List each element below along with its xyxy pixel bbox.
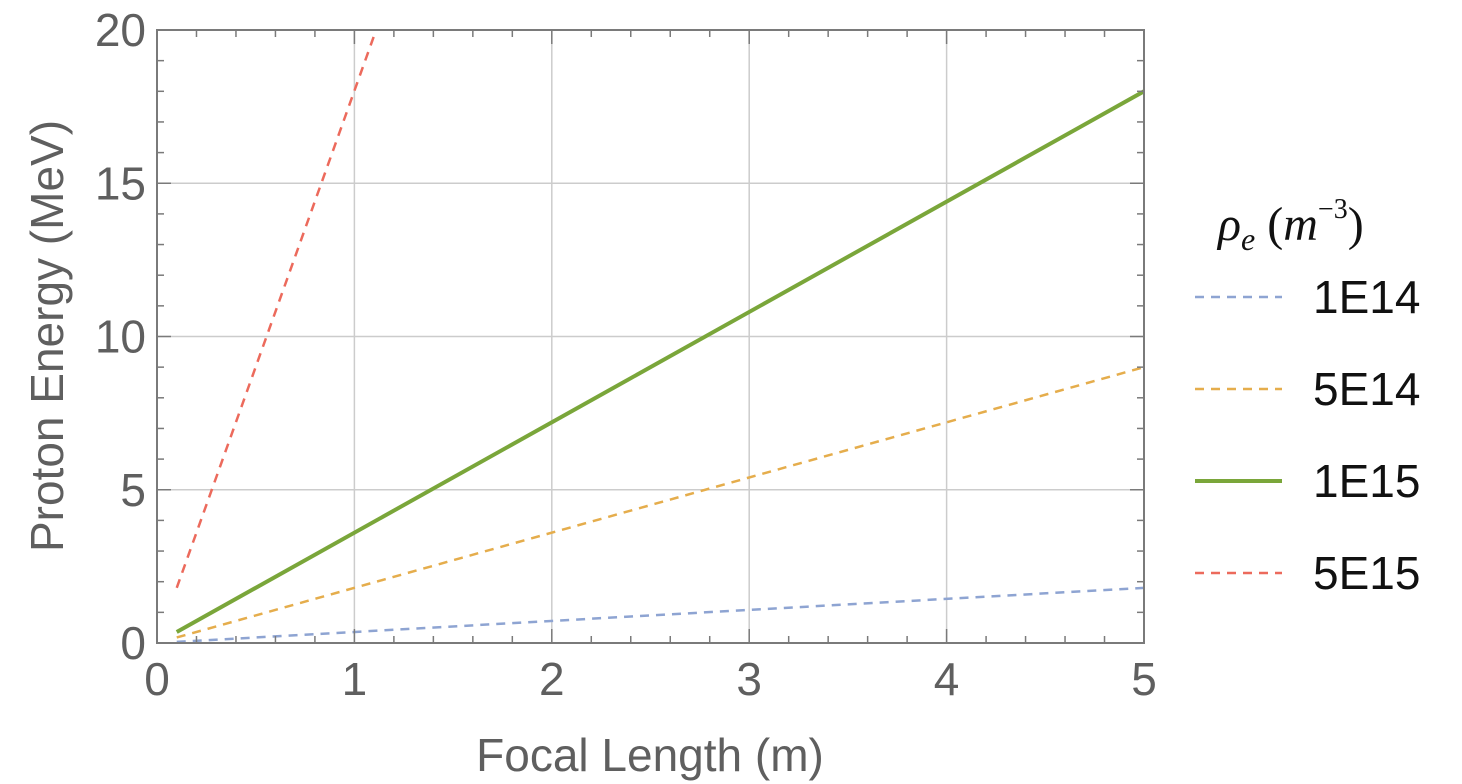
x-tick-label: 4: [934, 653, 960, 705]
legend-label-1E15: 1E15: [1313, 455, 1420, 507]
series-lines: [175, 29, 1145, 644]
x-tick-label: 3: [736, 653, 762, 705]
legend-title-symbol: ρ: [1216, 198, 1241, 251]
legend-items: 1E14 5E14 1E15 5E15: [1195, 271, 1420, 599]
legend-title: ρe (m−3): [1216, 194, 1364, 257]
y-tick-label: 20: [95, 4, 146, 56]
y-tick-labels: 0 5 10 15 20: [95, 4, 146, 669]
legend-label-1E14: 1E14: [1313, 271, 1420, 323]
y-tick-label: 0: [120, 617, 146, 669]
x-tick-label: 5: [1131, 653, 1157, 705]
legend-label-5E14: 5E14: [1313, 363, 1420, 415]
legend-title-unit-base: m: [1283, 198, 1318, 251]
grid-lines: [157, 30, 1144, 643]
legend-label-5E15: 5E15: [1313, 547, 1420, 599]
series-line-1E14: [176, 586, 1145, 644]
x-tick-label: 1: [342, 653, 368, 705]
x-tick-labels: 0 1 2 3 4 5: [144, 653, 1157, 705]
x-axis-title: Focal Length (m): [476, 729, 824, 781]
series-line-1E15: [175, 89, 1145, 634]
legend-title-unit-exponent: −3: [1318, 194, 1348, 225]
legend-title-unit-close: ): [1348, 198, 1364, 251]
y-tick-label: 5: [120, 464, 146, 516]
y-axis-title: Proton Energy (MeV): [21, 120, 73, 552]
y-tick-label: 15: [95, 157, 146, 209]
x-tick-label: 2: [539, 653, 565, 705]
legend-title-subscript: e: [1241, 221, 1255, 257]
series-line-5E15: [175, 29, 378, 589]
axis-ticks: [156, 29, 1145, 644]
x-tick-label: 0: [144, 653, 170, 705]
y-tick-label: 10: [95, 311, 146, 363]
legend: ρe (m−3) 1E14 5E14 1E15 5E15: [1195, 194, 1420, 599]
series-line-5E14: [176, 365, 1145, 639]
legend-title-unit-open: (: [1255, 198, 1283, 251]
